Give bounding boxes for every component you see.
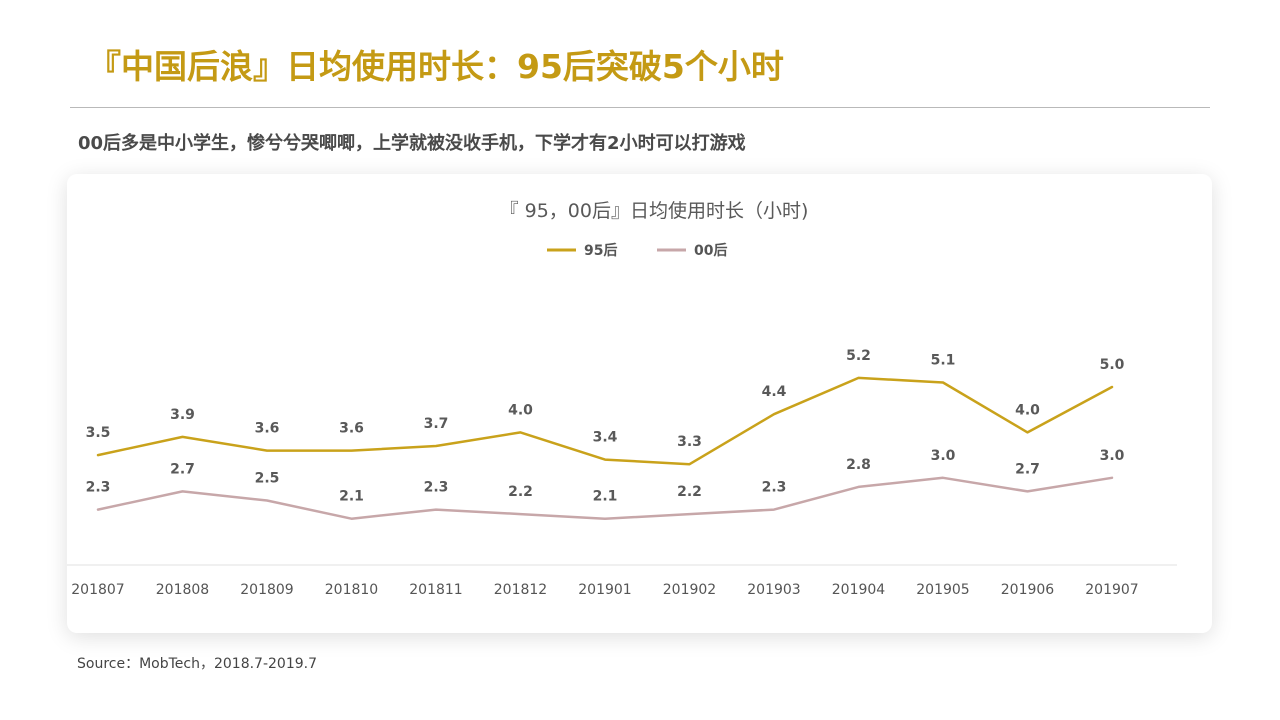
x-tick-label: 201811 xyxy=(409,582,462,598)
chart-card: 『 95，00后』日均使用时长（小时) 95后 00后 3.5 3.9 3.6 3.6 3… xyxy=(67,174,1212,633)
x-tick-label: 201907 xyxy=(1085,582,1138,598)
x-tick-label: 201906 xyxy=(1001,582,1055,598)
data-label: 4.0 xyxy=(508,402,533,418)
data-label: 5.0 xyxy=(1100,357,1125,373)
data-label: 4.4 xyxy=(762,384,787,400)
data-label: 5.1 xyxy=(931,352,956,368)
data-label: 3.9 xyxy=(170,407,195,423)
data-label: 2.5 xyxy=(255,471,280,487)
data-label: 3.0 xyxy=(1100,448,1125,464)
data-label: 2.3 xyxy=(762,480,787,496)
x-tick-label: 201901 xyxy=(578,582,631,598)
data-label: 3.3 xyxy=(677,434,702,450)
series-line-1 xyxy=(96,476,1114,520)
data-label: 3.6 xyxy=(339,421,364,437)
data-label: 5.2 xyxy=(846,348,871,364)
series-line-0 xyxy=(96,376,1114,466)
x-tick-label: 201809 xyxy=(240,582,293,598)
page-subtitle: 00后多是中小学生，惨兮兮哭唧唧，上学就被没收手机，下学才有2小时可以打游戏 xyxy=(78,133,746,154)
data-label: 2.2 xyxy=(677,484,702,500)
x-tick-label: 201903 xyxy=(747,582,800,598)
series-layer xyxy=(96,376,1114,520)
data-label: 3.6 xyxy=(255,421,280,437)
legend-label-0: 95后 xyxy=(584,242,617,259)
x-tick-label: 201808 xyxy=(156,582,209,598)
data-label: 3.5 xyxy=(86,425,111,441)
x-tick-label: 201812 xyxy=(494,582,547,598)
data-label: 2.7 xyxy=(1015,461,1040,477)
chart-title: 『 95，00后』日均使用时长（小时) xyxy=(500,200,809,222)
line-chart: 『 95，00后』日均使用时长（小时) 95后 00后 3.53.93.6 3.6 3… xyxy=(67,200,1177,598)
x-tick-label: 201904 xyxy=(832,582,886,598)
x-axis-ticks: 201807 201808 201809 201810 201811 201812 2019… xyxy=(71,582,1138,598)
data-label: 2.1 xyxy=(593,489,618,505)
title-divider xyxy=(70,107,1210,108)
x-tick-label: 201902 xyxy=(663,582,716,598)
data-label: 2.8 xyxy=(846,457,871,473)
data-label: 3.7 xyxy=(424,416,449,432)
page-title: 『中国后浪』日均使用时长：95后突破5个小时 xyxy=(88,47,784,86)
x-tick-label: 201807 xyxy=(71,582,124,598)
data-label: 2.7 xyxy=(170,461,195,477)
data-label: 3.0 xyxy=(931,448,956,464)
chart-legend: 95后 00后 xyxy=(547,242,727,259)
source-note: Source：MobTech，2018.7-2019.7 xyxy=(77,656,317,672)
legend-label-1: 00后 xyxy=(694,242,727,259)
data-label: 4.0 xyxy=(1015,402,1040,418)
x-tick-label: 201810 xyxy=(325,582,378,598)
data-labels: 3.5 3.9 3.6 3.6 3.7 4.0 3.4 3.3 4.4 5.2 5.1 4.0 5.0 2… xyxy=(86,348,1125,505)
data-label: 2.1 xyxy=(339,489,364,505)
data-label: 2.3 xyxy=(424,480,449,496)
data-label: 2.3 xyxy=(86,480,111,496)
data-label: 2.2 xyxy=(508,484,533,500)
x-tick-label: 201905 xyxy=(916,582,969,598)
data-label: 3.4 xyxy=(593,430,618,446)
